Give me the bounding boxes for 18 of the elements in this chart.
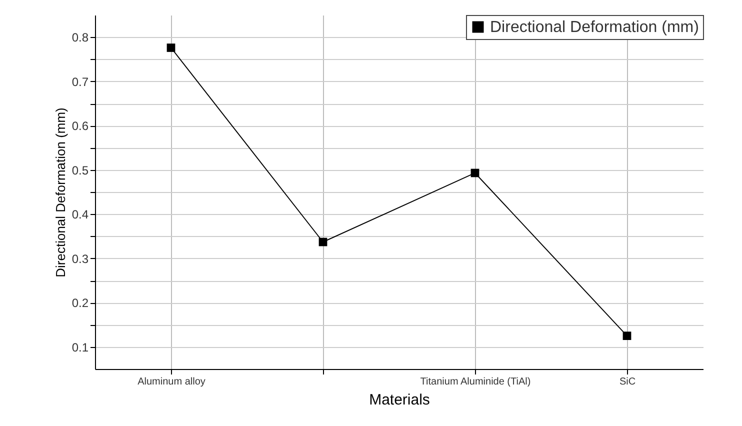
y-tick-label: 0.2: [72, 296, 89, 310]
legend-label: Directional Deformation (mm): [490, 19, 699, 36]
y-tick-label: 0.7: [72, 74, 89, 89]
x-axis-title: Materials: [369, 392, 430, 408]
point: [470, 168, 480, 178]
y-tick-label: 0.5: [72, 163, 89, 178]
y-axis-title: Directional Deformation (mm): [52, 108, 68, 278]
y-tick-label: 0.8: [72, 30, 89, 45]
point: [166, 44, 176, 52]
y-tick-label: 0.6: [72, 119, 89, 134]
x-tick-label: Aluminum alloy: [138, 376, 206, 388]
x-tick-label: Titanium Aluminide (TiAl): [420, 376, 531, 388]
point: [318, 238, 328, 246]
x-tick-label: SiC: [619, 376, 636, 388]
y-tick-label: 0.3: [72, 252, 89, 266]
point: [622, 332, 632, 340]
y-tick-label: 0.4: [72, 208, 89, 222]
y-tick-label: 0.1: [72, 340, 89, 354]
